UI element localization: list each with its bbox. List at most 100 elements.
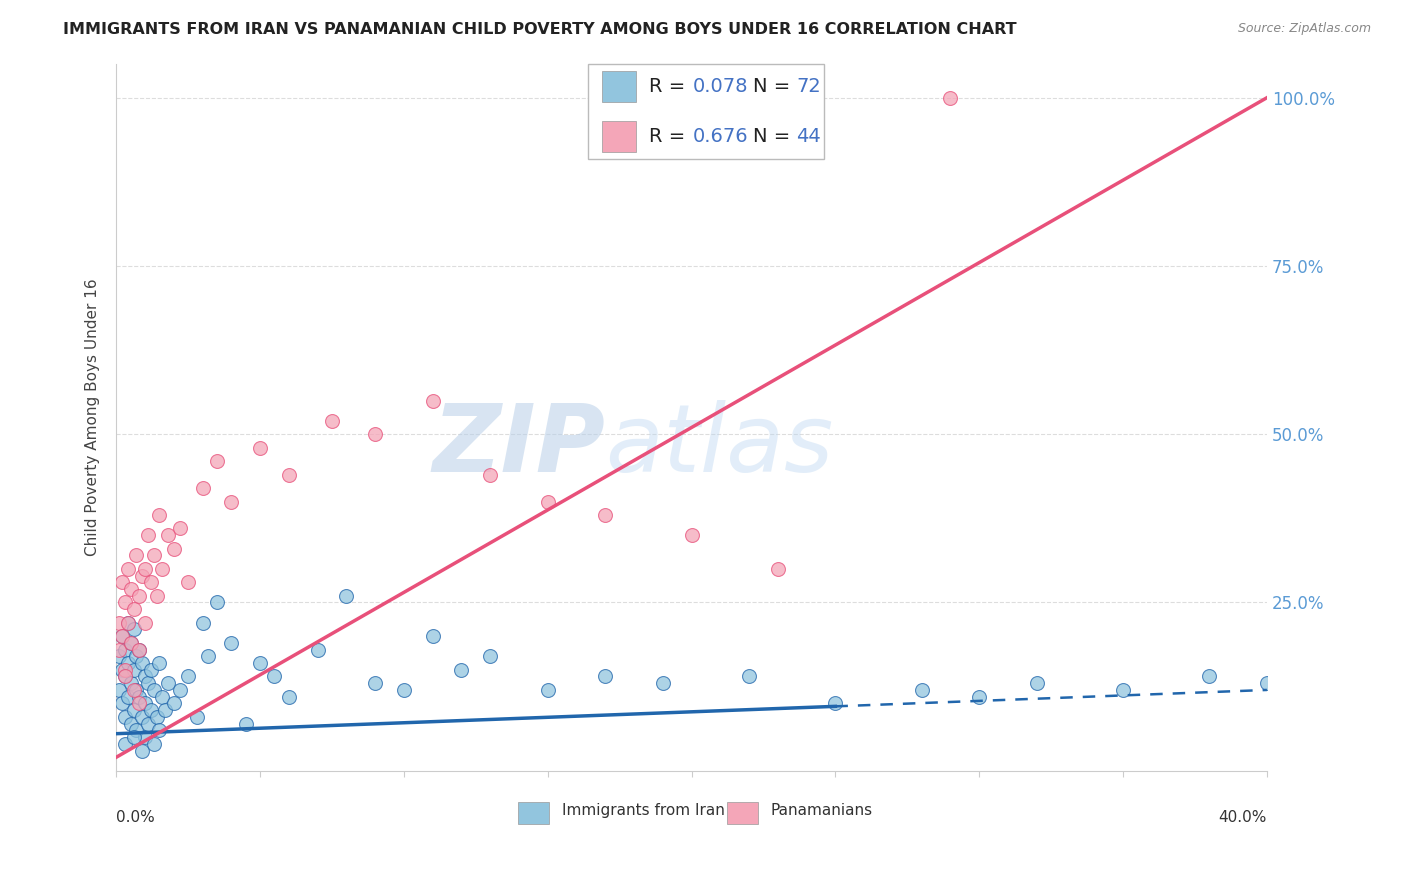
Point: [111, 575, 134, 590]
Point: [128, 642, 150, 657]
Point: [125, 723, 148, 738]
Text: 72: 72: [796, 77, 821, 95]
Point: [108, 682, 131, 697]
Point: [364, 427, 387, 442]
Point: [681, 528, 703, 542]
Point: [148, 656, 170, 670]
Point: [120, 582, 142, 596]
Point: [117, 656, 139, 670]
Point: [364, 676, 387, 690]
Point: [111, 697, 134, 711]
Text: 0.078: 0.078: [693, 77, 748, 95]
Point: [163, 541, 186, 556]
Point: [142, 737, 165, 751]
Point: [122, 602, 145, 616]
Point: [186, 710, 208, 724]
Point: [738, 669, 761, 683]
Point: [120, 636, 142, 650]
Point: [117, 615, 139, 630]
FancyBboxPatch shape: [727, 802, 758, 824]
Point: [967, 690, 990, 704]
Point: [114, 669, 136, 683]
Point: [911, 682, 934, 697]
FancyBboxPatch shape: [517, 802, 548, 824]
Point: [479, 467, 502, 482]
Text: N =: N =: [752, 77, 796, 95]
Point: [136, 716, 159, 731]
Point: [128, 642, 150, 657]
Point: [537, 494, 560, 508]
Text: 0.0%: 0.0%: [117, 810, 155, 824]
Point: [169, 521, 191, 535]
Point: [595, 508, 617, 522]
Point: [120, 716, 142, 731]
Point: [150, 690, 173, 704]
Point: [191, 615, 214, 630]
Point: [1025, 676, 1047, 690]
FancyBboxPatch shape: [602, 70, 637, 102]
Point: [114, 642, 136, 657]
Point: [134, 730, 156, 744]
Point: [651, 676, 673, 690]
Point: [766, 562, 789, 576]
Point: [139, 575, 162, 590]
Point: [335, 589, 357, 603]
Text: atlas: atlas: [606, 401, 834, 491]
Point: [422, 629, 444, 643]
Point: [142, 682, 165, 697]
Point: [139, 663, 162, 677]
Text: 44: 44: [796, 127, 821, 145]
Point: [145, 589, 167, 603]
Point: [111, 663, 134, 677]
Point: [122, 623, 145, 637]
Point: [263, 669, 285, 683]
Point: [392, 682, 415, 697]
Point: [139, 703, 162, 717]
Point: [120, 676, 142, 690]
Point: [191, 481, 214, 495]
Point: [108, 642, 131, 657]
Point: [479, 649, 502, 664]
Text: R =: R =: [650, 77, 692, 95]
Text: R =: R =: [650, 127, 692, 145]
Text: IMMIGRANTS FROM IRAN VS PANAMANIAN CHILD POVERTY AMONG BOYS UNDER 16 CORRELATION: IMMIGRANTS FROM IRAN VS PANAMANIAN CHILD…: [63, 22, 1017, 37]
Point: [136, 528, 159, 542]
Point: [131, 568, 153, 582]
Point: [125, 649, 148, 664]
Text: Panamanians: Panamanians: [770, 804, 873, 819]
Point: [197, 649, 219, 664]
Text: N =: N =: [752, 127, 796, 145]
Point: [1256, 676, 1278, 690]
Point: [145, 710, 167, 724]
Point: [134, 697, 156, 711]
Point: [150, 562, 173, 576]
Point: [114, 595, 136, 609]
Point: [114, 669, 136, 683]
Point: [148, 508, 170, 522]
Point: [114, 710, 136, 724]
Point: [221, 494, 243, 508]
Point: [122, 703, 145, 717]
Point: [249, 656, 271, 670]
Point: [122, 730, 145, 744]
Point: [117, 615, 139, 630]
Point: [134, 615, 156, 630]
Y-axis label: Child Poverty Among Boys Under 16: Child Poverty Among Boys Under 16: [86, 278, 100, 557]
Text: 40.0%: 40.0%: [1219, 810, 1267, 824]
Point: [114, 663, 136, 677]
Text: ZIP: ZIP: [433, 400, 606, 491]
Point: [422, 393, 444, 408]
Point: [177, 669, 200, 683]
Point: [117, 690, 139, 704]
Text: 0.676: 0.676: [693, 127, 748, 145]
Point: [111, 629, 134, 643]
Point: [307, 642, 329, 657]
Point: [120, 636, 142, 650]
Point: [1112, 682, 1135, 697]
Point: [157, 528, 180, 542]
Point: [142, 549, 165, 563]
Point: [122, 663, 145, 677]
Point: [108, 615, 131, 630]
Point: [128, 697, 150, 711]
FancyBboxPatch shape: [602, 120, 637, 152]
